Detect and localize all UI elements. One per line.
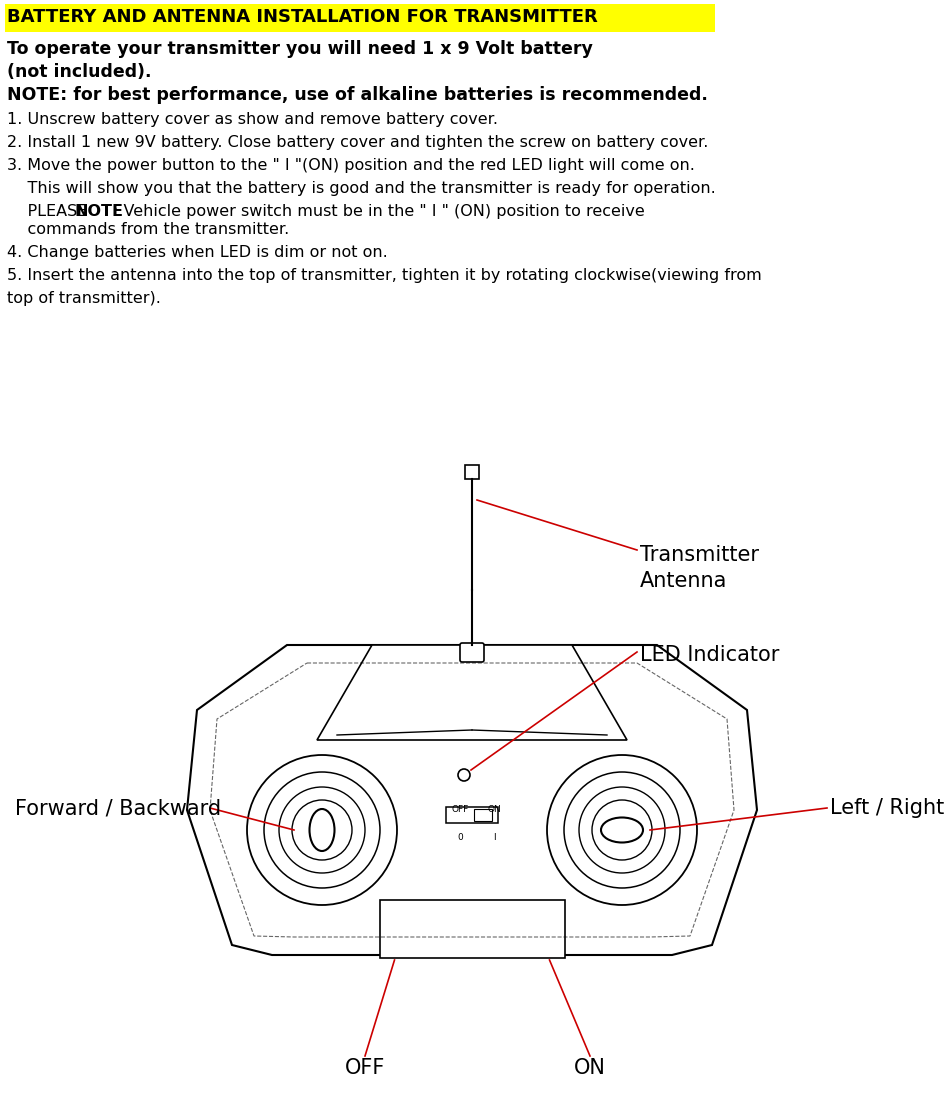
Ellipse shape: [310, 809, 334, 851]
Text: 4. Change batteries when LED is dim or not on.: 4. Change batteries when LED is dim or n…: [7, 245, 387, 260]
Bar: [464, 465, 479, 479]
Text: top of transmitter).: top of transmitter).: [7, 291, 160, 306]
Bar: [379, 900, 564, 958]
Polygon shape: [187, 645, 756, 955]
Text: To operate your transmitter you will need 1 x 9 Volt battery: To operate your transmitter you will nee…: [7, 40, 592, 58]
Text: OFF: OFF: [451, 806, 468, 814]
Text: NOTE: NOTE: [75, 204, 124, 219]
Text: Transmitter
Antenna: Transmitter Antenna: [639, 545, 758, 592]
Text: 3. Move the power button to the " I "(ON) position and the red LED light will co: 3. Move the power button to the " I "(ON…: [7, 158, 694, 173]
Ellipse shape: [600, 818, 642, 842]
Text: commands from the transmitter.: commands from the transmitter.: [7, 222, 289, 237]
Text: 1. Unscrew battery cover as show and remove battery cover.: 1. Unscrew battery cover as show and rem…: [7, 112, 497, 127]
Text: ON: ON: [486, 806, 500, 814]
Bar: [474, 809, 492, 821]
Text: PLEASE: PLEASE: [7, 204, 93, 219]
FancyBboxPatch shape: [460, 643, 483, 661]
Text: I: I: [492, 833, 495, 842]
Text: 0: 0: [457, 833, 463, 842]
Text: ON: ON: [573, 1058, 605, 1078]
Text: (not included).: (not included).: [7, 63, 151, 81]
Text: This will show you that the battery is good and the transmitter is ready for ope: This will show you that the battery is g…: [7, 181, 715, 196]
Text: OFF: OFF: [345, 1058, 385, 1078]
Text: Forward / Backward: Forward / Backward: [15, 798, 221, 818]
Text: : Vehicle power switch must be in the " I " (ON) position to receive: : Vehicle power switch must be in the " …: [113, 204, 644, 219]
Bar: [446, 807, 497, 823]
Text: BATTERY AND ANTENNA INSTALLATION FOR TRANSMITTER: BATTERY AND ANTENNA INSTALLATION FOR TRA…: [7, 8, 598, 25]
Polygon shape: [316, 645, 626, 740]
Text: 2. Install 1 new 9V battery. Close battery cover and tighten the screw on batter: 2. Install 1 new 9V battery. Close batte…: [7, 135, 708, 150]
Text: LED Indicator: LED Indicator: [639, 645, 779, 665]
Text: NOTE: for best performance, use of alkaline batteries is recommended.: NOTE: for best performance, use of alkal…: [7, 86, 707, 104]
Text: Left / Right: Left / Right: [829, 798, 943, 818]
Bar: [5, 4, 715, 32]
Text: 5. Insert the antenna into the top of transmitter, tighten it by rotating clockw: 5. Insert the antenna into the top of tr…: [7, 268, 761, 283]
